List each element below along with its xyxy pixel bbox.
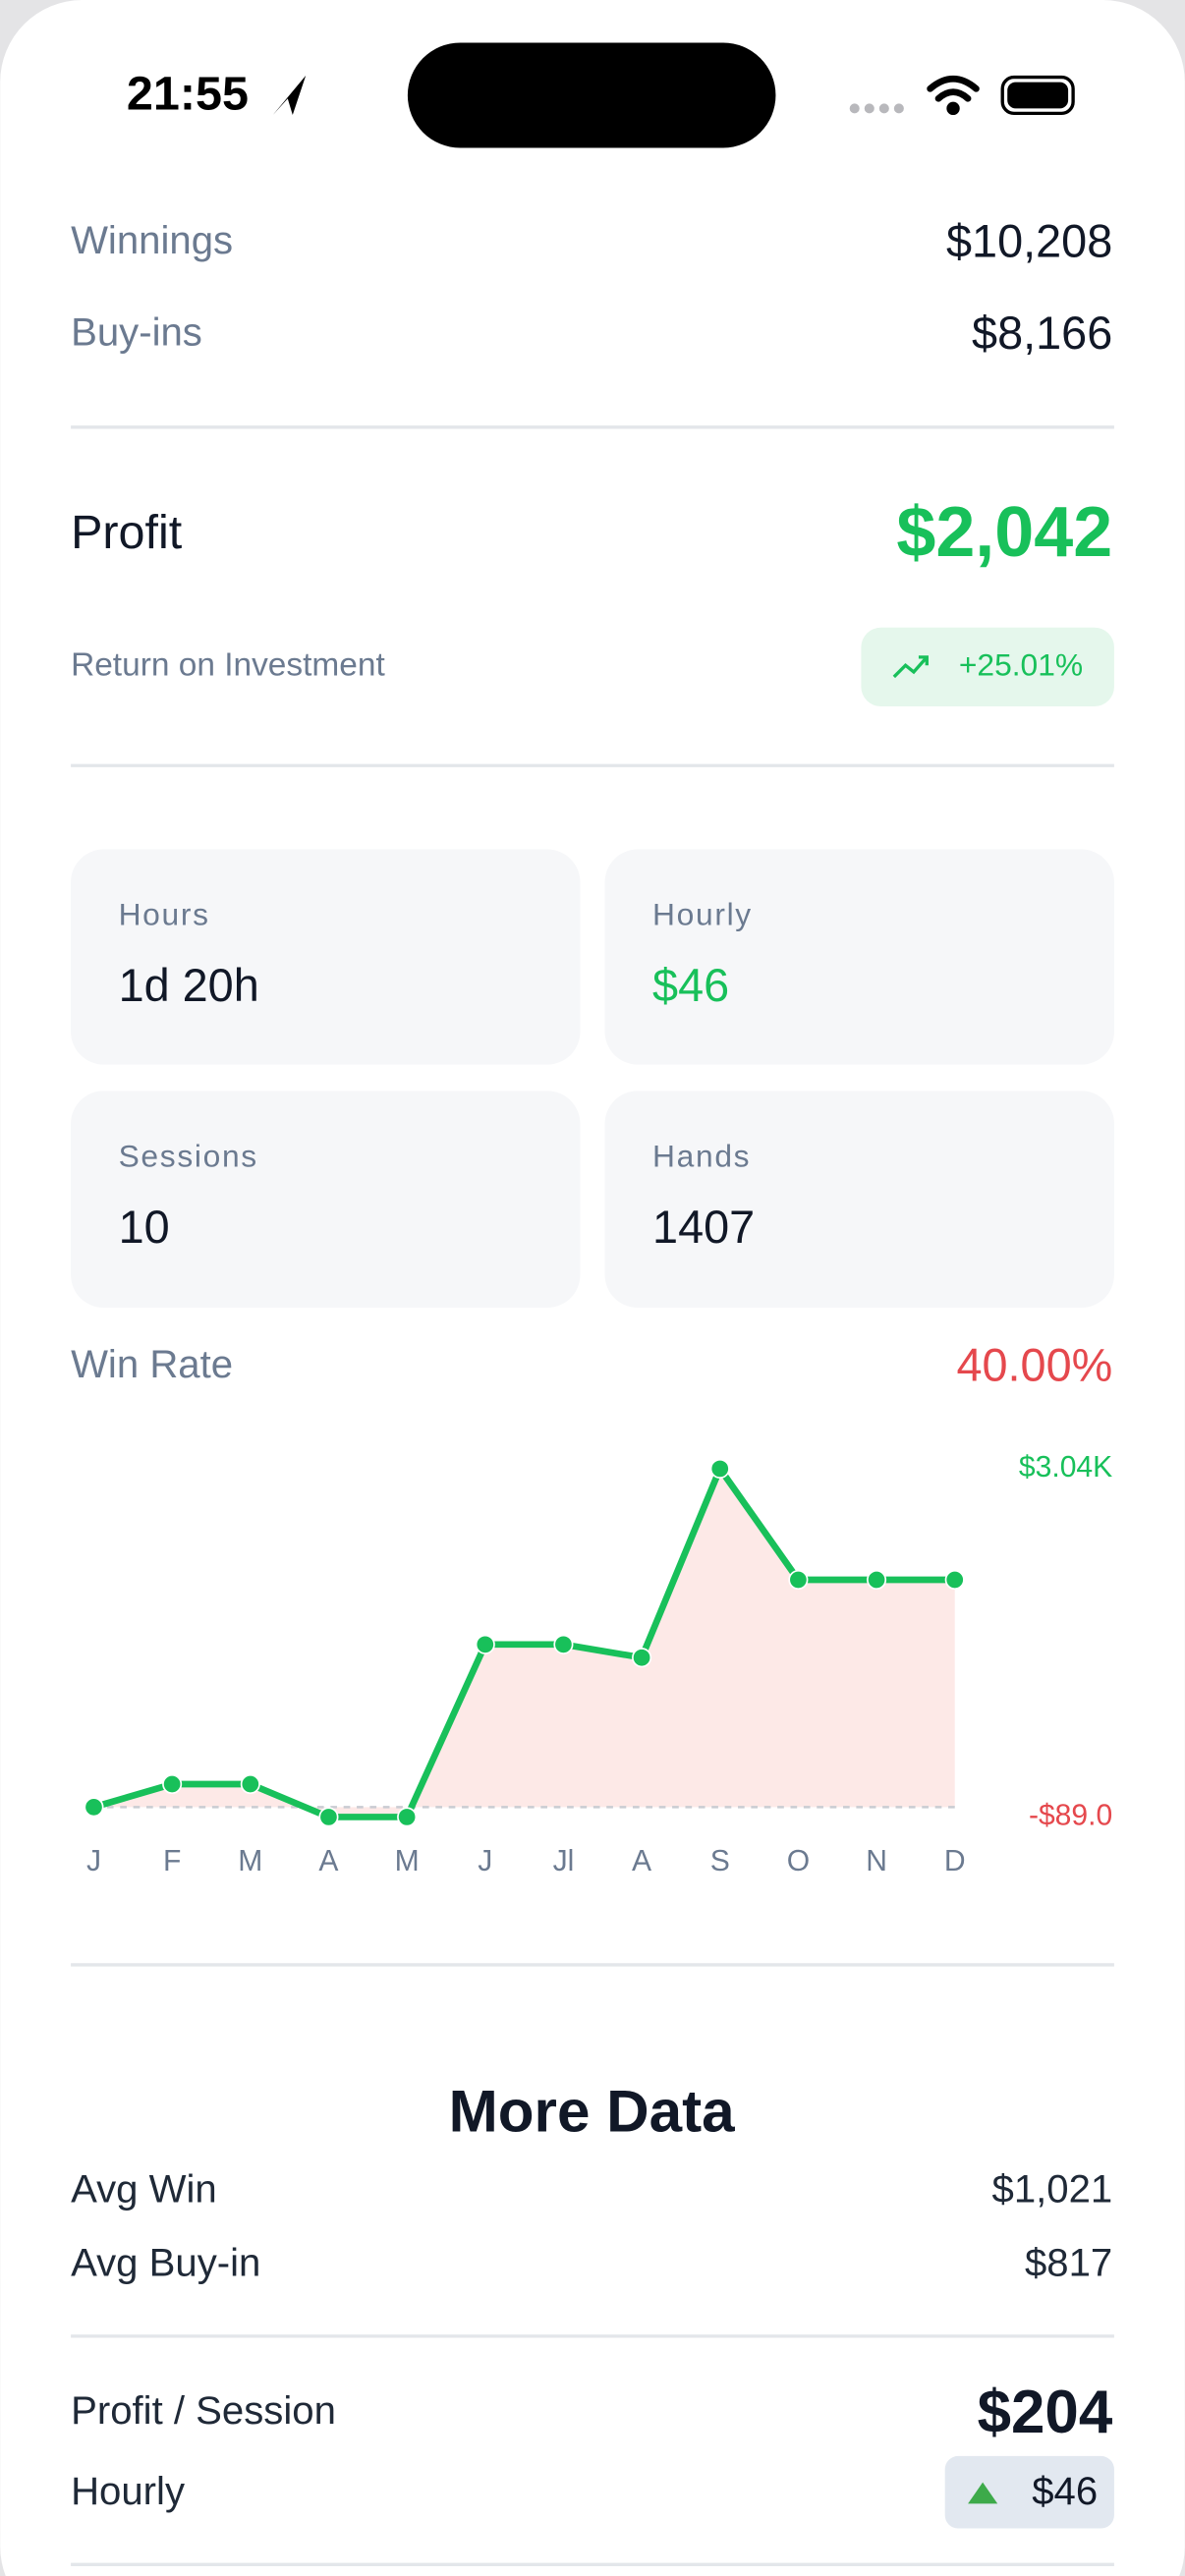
stat-value: 1d 20h — [119, 960, 259, 1011]
x-tick-label: J — [478, 1845, 492, 1877]
row-label: Avg Buy-in — [71, 2241, 260, 2285]
row-value: $817 — [1025, 2241, 1112, 2285]
stat-card — [71, 1091, 581, 1309]
dynamic-island — [407, 42, 776, 148]
stat-card — [604, 1091, 1114, 1309]
section-title: More Data — [449, 2079, 736, 2145]
stat-card — [604, 849, 1114, 1065]
row-label: Avg Win — [71, 2166, 217, 2211]
wifi-icon — [927, 75, 980, 116]
up-icon — [968, 2482, 998, 2504]
x-tick-label: Jl — [553, 1845, 575, 1877]
point — [944, 1569, 965, 1591]
winnings-label: Winnings — [71, 218, 233, 262]
stat-value: $46 — [652, 960, 729, 1011]
chart: $3.04K -$89.0 J F M A M J Jl A S O N D — [84, 1451, 1112, 1877]
win-rate-value: 40.00% — [956, 1339, 1112, 1390]
profit-label: Profit — [71, 506, 183, 559]
point — [553, 1634, 574, 1654]
row-value: $46 — [1032, 2469, 1098, 2513]
win-rate-label: Win Rate — [71, 1342, 233, 1386]
point — [318, 1807, 339, 1827]
roi-value: +25.01% — [959, 646, 1083, 682]
point — [867, 1569, 887, 1591]
x-tick-label: J — [86, 1845, 101, 1877]
roi-label: Return on Investment — [71, 647, 385, 684]
point — [788, 1569, 809, 1591]
stat-value: 10 — [119, 1202, 170, 1253]
hourly-pill — [944, 2455, 1114, 2529]
point — [162, 1773, 183, 1795]
battery-icon — [1000, 75, 1075, 116]
buyins-value: $8,166 — [972, 308, 1112, 359]
x-tick-label: F — [163, 1845, 181, 1877]
x-tick-label: M — [395, 1845, 420, 1877]
x-tick-label: D — [944, 1845, 966, 1877]
stat-label: Hours — [119, 896, 210, 931]
winnings-value: $10,208 — [946, 216, 1112, 267]
trend-icon — [892, 655, 929, 679]
roi-pill — [861, 627, 1114, 707]
stat-label: Sessions — [119, 1138, 258, 1173]
point — [475, 1634, 495, 1654]
buyins-label: Buy-ins — [71, 310, 202, 355]
y-tick-label: $3.04K — [1019, 1451, 1112, 1484]
profit-value: $2,042 — [896, 493, 1112, 572]
line — [92, 1465, 955, 1820]
y-tick-label: -$89.0 — [1029, 1799, 1112, 1831]
x-tick-label: A — [318, 1845, 338, 1877]
status-time: 21:55 — [127, 67, 249, 120]
row-value: $1,021 — [992, 2166, 1113, 2211]
location-icon — [272, 75, 307, 116]
point — [632, 1648, 652, 1668]
signal-icon — [849, 103, 904, 114]
row-value: $204 — [978, 2379, 1113, 2446]
stat-card — [71, 849, 581, 1065]
area — [93, 1468, 955, 1818]
point — [240, 1773, 260, 1795]
stat-label: Hourly — [652, 896, 753, 931]
x-tick-label: N — [866, 1845, 887, 1877]
row-label: Hourly — [71, 2469, 185, 2513]
point — [84, 1797, 104, 1818]
point — [397, 1807, 418, 1827]
x-tick-label: O — [787, 1845, 810, 1877]
stat-value: 1407 — [652, 1202, 755, 1253]
x-tick-label: A — [632, 1845, 651, 1877]
battery-level — [1007, 82, 1069, 109]
x-tick-label: M — [238, 1845, 262, 1877]
point — [709, 1458, 730, 1479]
x-tick-label: S — [710, 1845, 730, 1877]
row-label: Profit / Session — [71, 2388, 336, 2433]
stat-label: Hands — [652, 1138, 751, 1173]
